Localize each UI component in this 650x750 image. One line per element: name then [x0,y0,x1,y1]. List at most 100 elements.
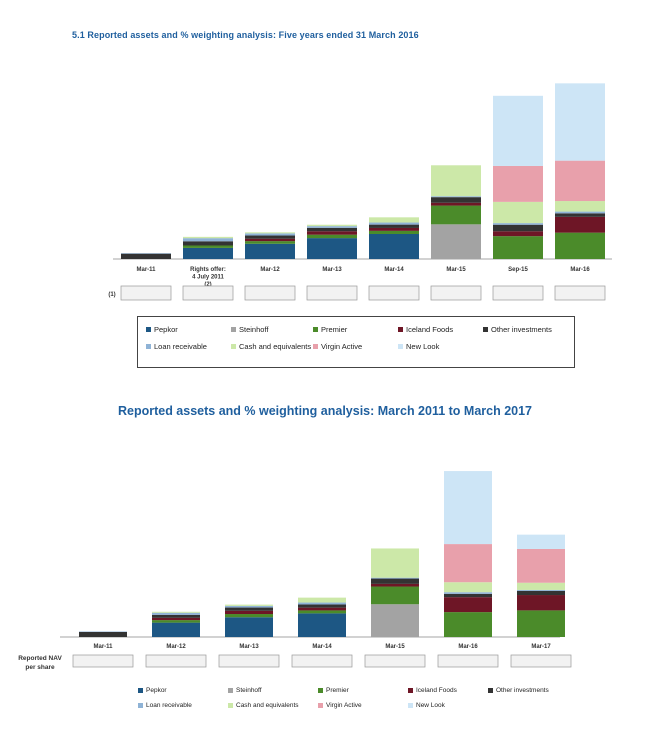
x-tick-label: Mar-14 [384,267,404,273]
legend-item: Premier [318,687,349,694]
bar-segment [371,604,419,637]
chart-1-legend: Pepkor Steinhoff Premier Iceland Foods Other… [137,316,575,368]
bar-segment [152,614,200,618]
bar-segment [369,230,419,234]
legend-label: Steinhoff [236,687,262,694]
legend-item: Premier [313,325,347,334]
bar-segment [493,223,543,225]
nav-box [554,285,606,301]
x-tick-label: Mar-11 [93,644,113,650]
legend-item: Virgin Active [313,342,362,351]
bar-segment [371,577,419,579]
x-tick-label: 4 July 2011 [192,275,224,281]
bar-segment [307,224,357,227]
legend-swatch [408,688,413,693]
bar-segment [369,233,419,259]
bar-segment [517,534,565,549]
bar-segment [444,544,492,583]
legend-swatch [138,688,143,693]
legend-item: Iceland Foods [408,687,457,694]
bar-segment [369,217,419,223]
bar-segment [555,160,605,202]
bar-segment [152,611,200,613]
bar-segment [307,226,357,228]
legend-item: Steinhoff [228,687,262,694]
bar-segment [371,548,419,578]
x-tick-label: Mar-11 [136,267,156,273]
bar-segment [298,602,346,605]
bar-segment [493,165,543,202]
legend-label: New Look [416,702,445,709]
legend-swatch [318,703,323,708]
legend-item: Loan receivable [146,342,207,351]
nav-box [291,654,353,668]
legend-label: Iceland Foods [406,325,454,334]
bar-segment [225,607,273,611]
bar-segment [183,238,233,242]
bar-segment [225,617,273,637]
x-tick-label: Sep-15 [508,267,528,273]
legend-swatch [483,327,488,332]
bar-segment [121,253,171,259]
bar-segment [517,590,565,596]
bar-segment [493,95,543,166]
bar-segment [444,593,492,598]
bar-segment [517,589,565,591]
bar-segment [431,165,481,197]
bar-segment [245,232,295,234]
legend-swatch [408,703,413,708]
bar-segment [225,604,273,606]
legend-item: Pepkor [138,687,167,694]
legend-item: Virgin Active [318,702,362,709]
legend-label: Loan receivable [146,702,192,709]
nav-box [364,654,426,668]
bar-segment [444,471,492,545]
legend-swatch [231,344,236,349]
bar-segment [152,622,200,637]
bar-segment [298,613,346,637]
bar-segment [493,231,543,237]
legend-item: Loan receivable [138,702,192,709]
legend-label: Premier [321,325,348,334]
legend-label: New Look [406,342,440,351]
bar-segment [431,202,481,206]
bar-segment [493,201,543,224]
legend-swatch [146,344,151,349]
legend-label: Virgin Active [321,342,363,351]
nav-box [368,285,420,301]
bar-segment [225,614,273,618]
bar-segment [121,253,171,254]
nav-row-label: (1) [108,292,115,298]
bar-segment [369,227,419,231]
bar-segment [493,236,543,259]
legend-item: Iceland Foods [398,325,453,334]
bar-segment [298,604,346,608]
bar-segment [369,224,419,228]
bar-segment [245,243,295,259]
chart-2-legend: Pepkor Steinhoff Premier Iceland Foods Other… [130,684,570,718]
nav-box [218,654,280,668]
legend-swatch [138,703,143,708]
nav-box [120,285,172,301]
bar-segment [555,201,605,212]
bar-segment [298,610,346,614]
bar-segment [79,631,127,632]
legend-item: New Look [408,702,445,709]
bar-segment [555,232,605,259]
bar-segment [444,597,492,613]
legend-item: Pepkor [146,325,178,334]
bar-segment [307,238,357,259]
legend-swatch [313,327,318,332]
legend-swatch [398,344,403,349]
bar-segment [371,583,419,587]
bar-segment [444,612,492,637]
chart-2-title: Reported assets and % weighting analysis… [117,404,533,418]
bar-segment [245,238,295,242]
x-tick-label: Mar-16 [570,267,590,273]
legend-item: Steinhoff [231,325,268,334]
bar-segment [183,236,233,239]
chart-1-title: 5.1 Reported assets and % weighting anal… [72,30,419,40]
nav-box [437,654,499,668]
x-tick-label: Mar-17 [531,644,551,650]
x-tick-label: (2) [204,282,211,288]
